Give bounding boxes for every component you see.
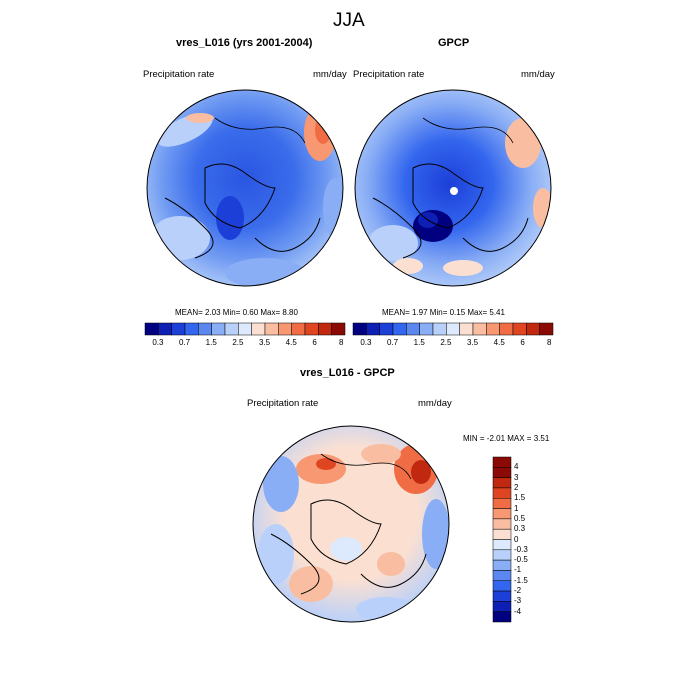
colorbar-swatch xyxy=(224,322,239,336)
colorbar-tick-label: -0.5 xyxy=(514,555,528,565)
colorbar-swatch xyxy=(144,322,159,336)
colorbar-swatch xyxy=(472,322,487,336)
colorbar-swatch xyxy=(499,322,514,336)
panel2-colorbar-labels: 0.3 0.7 1.5 2.5 3.5 4.5 6 8 xyxy=(353,338,553,350)
colorbar-swatch xyxy=(539,322,554,336)
colorbar-tick-label: -3 xyxy=(514,596,522,606)
colorbar-swatch xyxy=(419,322,434,336)
panel3-title: vres_L016 - GPCP xyxy=(300,367,395,379)
colorbar-swatch xyxy=(352,322,367,336)
colorbar-swatch xyxy=(198,322,212,336)
colorbar-swatch xyxy=(211,322,226,336)
figure-title: JJA xyxy=(333,10,365,31)
colorbar-tick-label: 3.5 xyxy=(467,338,479,347)
panel1-title: vres_L016 (yrs 2001-2004) xyxy=(176,37,313,49)
panel3-stats: MIN = -2.01 MAX = 3.51 xyxy=(463,434,550,443)
panel1-variable-label: Precipitation rate xyxy=(143,69,215,80)
colorbar-swatch xyxy=(492,590,512,602)
colorbar-tick-label: 0.3 xyxy=(514,524,526,534)
colorbar-swatch xyxy=(379,322,394,336)
colorbar-tick-label: 2 xyxy=(514,482,519,492)
panel1-colorbar xyxy=(144,322,346,336)
colorbar-tick-label: 0.7 xyxy=(387,338,399,347)
colorbar-tick-label: 1.5 xyxy=(205,338,217,347)
colorbar-tick-label: 3 xyxy=(514,472,519,482)
colorbar-tick-label: 4 xyxy=(514,462,519,472)
colorbar-swatch xyxy=(331,322,346,336)
panel2-stats: MEAN= 1.97 Min= 0.15 Max= 5.41 xyxy=(382,308,505,317)
panel3-polar-map xyxy=(252,425,450,623)
colorbar-tick-label: 0.3 xyxy=(360,338,372,347)
colorbar-swatch xyxy=(492,611,512,623)
colorbar-swatch xyxy=(492,477,512,489)
colorbar-swatch xyxy=(512,322,527,336)
panel1-stats: MEAN= 2.03 Min= 0.60 Max= 8.80 xyxy=(175,308,298,317)
colorbar-swatch xyxy=(492,456,512,468)
colorbar-tick-label: 4.5 xyxy=(493,338,505,347)
panel1-units-label: mm/day xyxy=(313,69,347,80)
colorbar-tick-label: 1 xyxy=(514,503,519,513)
colorbar-swatch xyxy=(304,322,319,336)
colorbar-swatch xyxy=(492,467,512,478)
colorbar-swatch xyxy=(492,539,512,551)
colorbar-swatch xyxy=(366,322,380,336)
colorbar-swatch xyxy=(238,322,252,336)
colorbar-swatch xyxy=(459,322,474,336)
colorbar-swatch xyxy=(492,570,512,581)
panel1-colorbar-labels: 0.3 0.7 1.5 2.5 3.5 4.5 6 8 xyxy=(145,338,345,350)
colorbar-tick-label: 4.5 xyxy=(285,338,297,347)
colorbar-swatch xyxy=(526,322,540,336)
colorbar-tick-label: 1.5 xyxy=(413,338,425,347)
colorbar-tick-label: 0.5 xyxy=(514,513,526,523)
colorbar-tick-label: 6 xyxy=(520,338,525,347)
colorbar-swatch xyxy=(492,528,512,540)
panel3-colorbar-labels: 4 3 2 1.5 1 0.5 0.3 0 -0.3 -0.5 -1 -1.5 -2 -3 -4 xyxy=(514,457,544,622)
colorbar-tick-label: -1 xyxy=(514,565,522,575)
colorbar-swatch xyxy=(446,322,460,336)
panel2-title: GPCP xyxy=(438,37,470,49)
colorbar-tick-label: 0.7 xyxy=(179,338,191,347)
panel3-colorbar xyxy=(492,456,512,623)
colorbar-tick-label: -4 xyxy=(514,606,522,616)
colorbar-swatch xyxy=(492,601,512,612)
colorbar-swatch xyxy=(291,322,306,336)
colorbar-tick-label: 1.5 xyxy=(514,493,526,503)
colorbar-tick-label: 6 xyxy=(312,338,317,347)
colorbar-swatch xyxy=(278,322,292,336)
colorbar-swatch xyxy=(492,580,512,592)
panel3-units-label: mm/day xyxy=(418,398,452,409)
colorbar-tick-label: 2.5 xyxy=(232,338,244,347)
colorbar-swatch xyxy=(492,518,512,530)
colorbar-swatch xyxy=(492,559,512,571)
colorbar-swatch xyxy=(251,322,266,336)
colorbar-swatch xyxy=(184,322,199,336)
colorbar-swatch xyxy=(406,322,420,336)
colorbar-tick-label: 8 xyxy=(547,338,552,347)
colorbar-tick-label: -0.3 xyxy=(514,544,528,554)
colorbar-swatch xyxy=(486,322,500,336)
colorbar-tick-label: 0.3 xyxy=(152,338,164,347)
panel3-variable-label: Precipitation rate xyxy=(247,398,319,409)
colorbar-swatch xyxy=(392,322,407,336)
colorbar-tick-label: 8 xyxy=(339,338,344,347)
panel2-polar-map xyxy=(354,89,552,287)
colorbar-tick-label: 3.5 xyxy=(259,338,271,347)
colorbar-tick-label: -1.5 xyxy=(514,575,528,585)
colorbar-swatch xyxy=(492,487,512,499)
colorbar-swatch xyxy=(432,322,447,336)
colorbar-tick-label: 0 xyxy=(514,534,519,544)
colorbar-tick-label: 2.5 xyxy=(440,338,452,347)
colorbar-tick-label: -2 xyxy=(514,586,522,596)
colorbar-swatch xyxy=(492,498,512,509)
colorbar-swatch xyxy=(492,549,512,561)
colorbar-swatch xyxy=(318,322,332,336)
colorbar-swatch xyxy=(492,508,512,520)
panel2-units-label: mm/day xyxy=(521,69,555,80)
panel2-variable-label: Precipitation rate xyxy=(353,69,425,80)
panel2-colorbar xyxy=(352,322,554,336)
colorbar-swatch xyxy=(264,322,279,336)
colorbar-swatch xyxy=(171,322,186,336)
panel1-polar-map xyxy=(146,89,344,287)
colorbar-swatch xyxy=(158,322,172,336)
